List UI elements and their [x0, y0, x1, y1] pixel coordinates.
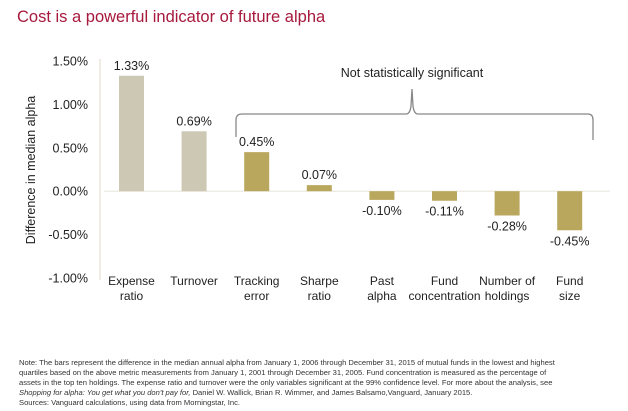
y-tick-label: 0.00% — [53, 185, 88, 199]
data-label: -0.45% — [550, 234, 590, 248]
category-label: Turnover — [170, 274, 218, 288]
publication-authors: Daniel W. Wallick, Brian R. Wimmer, and … — [190, 388, 473, 397]
data-label: 1.33% — [114, 59, 149, 73]
bar — [432, 191, 457, 201]
y-axis-tick-labels: 1.50% 1.00% 0.50% 0.00% -0.50% -1.00% — [48, 55, 88, 286]
footnotes: Note: The bars represent the difference … — [19, 358, 619, 408]
data-label: -0.11% — [425, 205, 464, 219]
bar — [244, 152, 270, 192]
data-label: 0.45% — [239, 135, 274, 149]
data-label: 0.69% — [176, 114, 211, 128]
bar — [181, 131, 207, 192]
category-label: ratio — [308, 289, 332, 303]
chart-title: Cost is a powerful indicator of future a… — [17, 8, 326, 26]
category-label: Expense — [108, 274, 155, 288]
bar — [557, 191, 583, 231]
bar — [494, 191, 520, 216]
category-label: Fund — [556, 274, 583, 288]
y-tick-label: -1.00% — [48, 272, 88, 286]
category-label: concentration — [408, 289, 480, 303]
category-label: alpha — [367, 289, 397, 303]
y-tick-label: 1.00% — [53, 98, 88, 112]
not-significant-annotation: Not statistically significant — [341, 66, 484, 80]
note-line-1: Note: The bars represent the difference … — [19, 358, 555, 367]
y-tick-label: 0.50% — [53, 141, 88, 155]
category-label: Number of — [479, 274, 536, 288]
bar — [119, 75, 144, 192]
bar-chart: 1.50% 1.00% 0.50% 0.00% -0.50% -1.00% 1.33% 0.… — [24, 55, 610, 303]
y-tick-label: 1.50% — [53, 55, 88, 69]
category-label: size — [559, 289, 581, 303]
category-label: Past — [370, 274, 395, 288]
note-line-2: quartiles based on the above metric meas… — [19, 368, 547, 377]
note-sources: Sources: Vanguard calculations, using da… — [19, 398, 241, 407]
not-significant-bracket — [235, 88, 594, 140]
data-label: -0.10% — [362, 204, 402, 218]
category-label: Fund — [431, 274, 458, 288]
bar — [369, 191, 395, 200]
publication-title: Shopping for alpha: You get what you don… — [19, 388, 191, 397]
data-label: -0.28% — [487, 220, 527, 234]
note-line-4: Shopping for alpha: You get what you don… — [19, 388, 619, 398]
bar — [306, 185, 332, 192]
note-line-3: assets in the top ten holdings. The expe… — [19, 378, 553, 387]
category-label: ratio — [120, 289, 144, 303]
data-labels-group: 1.33% 0.69% 0.45% 0.07% -0.10% -0.11% -0.28% -0… — [114, 59, 590, 249]
bars-group — [119, 75, 583, 231]
category-label: Sharpe — [300, 274, 339, 288]
data-label: 0.07% — [302, 168, 337, 182]
category-label: Tracking — [234, 274, 280, 288]
y-tick-label: -0.50% — [48, 228, 88, 242]
y-axis-title: Difference in median alpha — [24, 96, 38, 245]
category-label: holdings — [485, 289, 530, 303]
category-label: error — [244, 289, 269, 303]
